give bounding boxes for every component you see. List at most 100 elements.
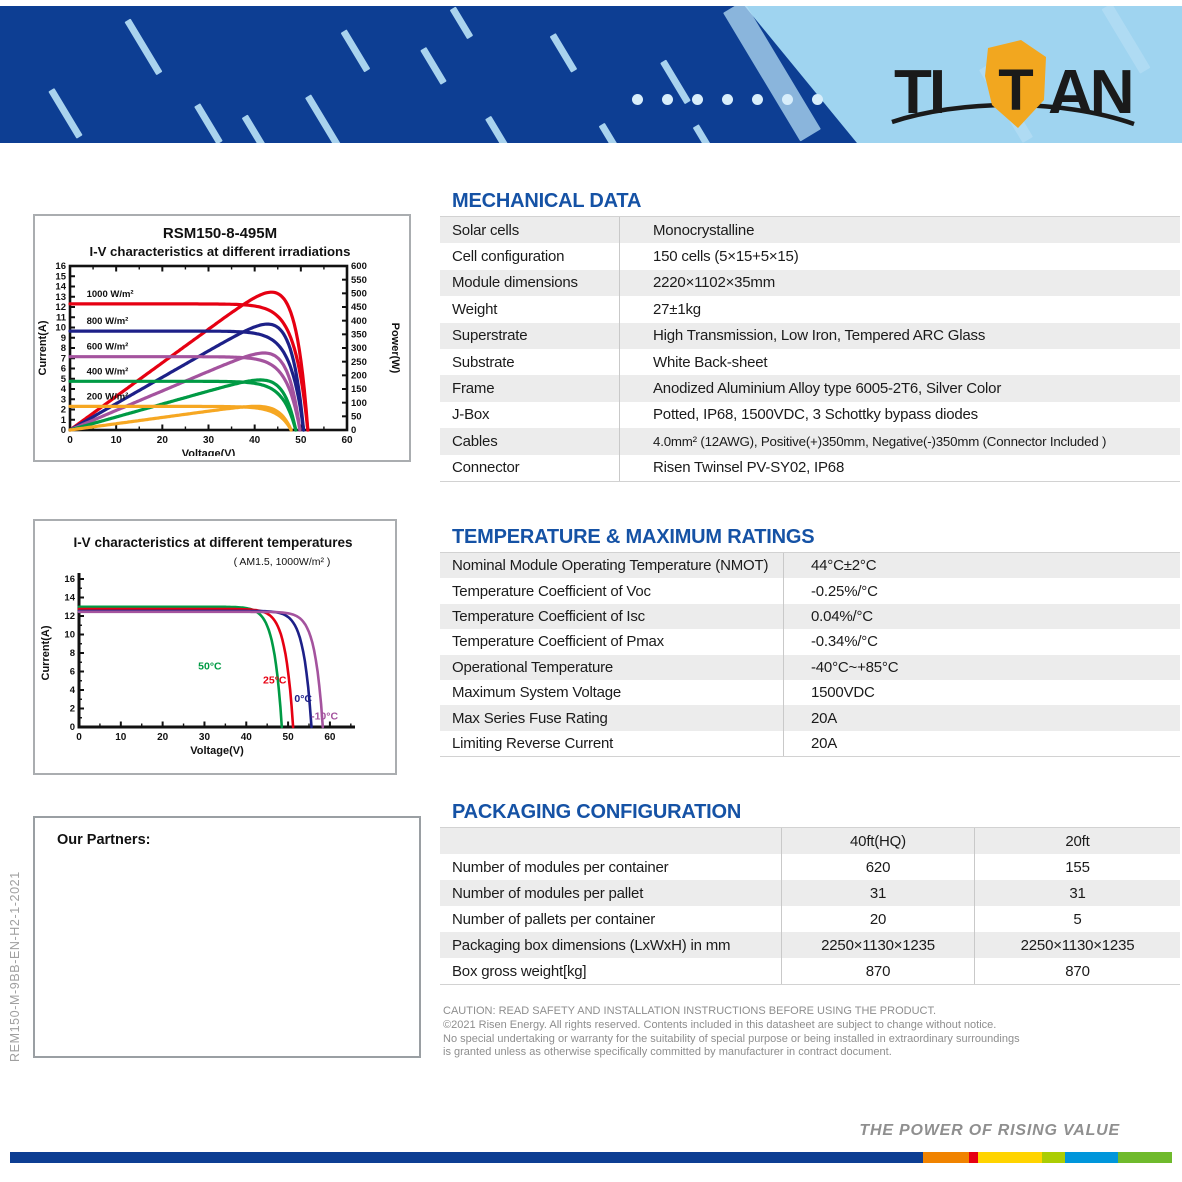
logo-text-an: AN (1048, 58, 1132, 127)
table-row: Number of modules per container 620 155 (440, 854, 1180, 880)
svg-text:8: 8 (70, 648, 75, 659)
row-value: 2220×1102×35mm (619, 269, 1180, 297)
row-value-20ft: 2250×1130×1235 (974, 932, 1180, 958)
row-value: -0.34%/°C (783, 629, 1180, 655)
footer-slogan: THE POWER OF RISING VALUE (859, 1122, 1120, 1139)
svg-text:600: 600 (351, 261, 367, 272)
row-label: Cables (452, 432, 498, 450)
row-value: 20A (783, 705, 1180, 731)
caution-line: ©2021 Risen Energy. All rights reserved.… (443, 1018, 997, 1031)
svg-text:20: 20 (157, 732, 169, 743)
header-stripe (549, 33, 577, 73)
svg-text:12: 12 (64, 611, 75, 622)
svg-text:800 W/m²: 800 W/m² (87, 316, 129, 327)
table-row: Nominal Module Operating Temperature (NM… (440, 553, 1180, 579)
svg-text:1000 W/m²: 1000 W/m² (87, 289, 134, 300)
header-stripe (598, 123, 624, 143)
row-label: Cell configuration (452, 248, 565, 266)
caution-text: CAUTION: READ SAFETY AND INSTALLATION IN… (443, 1005, 1163, 1060)
iv-temperature-chart: I-V characteristics at different tempera… (33, 519, 397, 775)
table-row: Operational Temperature -40°C~+85°C (440, 654, 1180, 680)
row-value-40ft: 620 (781, 854, 974, 880)
svg-text:10: 10 (111, 435, 123, 446)
svg-text:100: 100 (351, 398, 367, 409)
svg-text:40: 40 (241, 732, 253, 743)
svg-text:450: 450 (351, 302, 367, 313)
row-value: 1500VDC (783, 679, 1180, 706)
packaging-title: PACKAGING CONFIGURATION (452, 801, 742, 823)
document-number: REM150-M-9BB-EN-H2-1-2021 (8, 871, 22, 1062)
svg-text:11: 11 (56, 312, 67, 323)
footer-bar-segment (969, 1152, 978, 1163)
mechanical-data-table: Solar cells Monocrystalline Cell configura… (440, 216, 1180, 482)
svg-text:Voltage(V): Voltage(V) (190, 745, 244, 757)
row-label: Temperature Coefficient of Isc (452, 607, 645, 625)
row-label: Weight (452, 300, 498, 318)
row-value: 27±1kg (619, 296, 1180, 323)
row-value: Risen Twinsel PV-SY02, IP68 (619, 454, 1180, 481)
row-value-20ft: 5 (974, 906, 1180, 932)
row-label: Max Series Fuse Rating (452, 709, 608, 727)
svg-text:8: 8 (61, 343, 66, 354)
header-stripe (48, 88, 83, 139)
mechanical-data-title: MECHANICAL DATA (452, 190, 642, 212)
footer-bar-segment (1042, 1152, 1065, 1163)
svg-text:0°C: 0°C (294, 693, 312, 705)
row-label: Temperature Coefficient of Pmax (452, 633, 664, 651)
row-value-20ft: 31 (974, 880, 1180, 906)
svg-text:400 W/m²: 400 W/m² (87, 366, 129, 377)
row-value: 150 cells (5×15+5×15) (619, 243, 1180, 270)
row-value: Potted, IP68, 1500VDC, 3 Schottky bypass… (619, 401, 1180, 429)
svg-text:50: 50 (351, 412, 362, 423)
header-banner: TI T AN (0, 6, 1182, 143)
svg-text:0: 0 (67, 435, 73, 446)
logo-helmet-letter: T (998, 58, 1033, 123)
svg-text:( AM1.5, 1000W/m² ): ( AM1.5, 1000W/m² ) (234, 556, 331, 568)
partners-box: Our Partners: (33, 816, 421, 1058)
table-row: Frame Anodized Aluminium Alloy type 6005-… (440, 375, 1180, 402)
row-value-40ft: 870 (781, 958, 974, 984)
svg-text:7: 7 (61, 353, 66, 364)
header-stripe (194, 103, 223, 143)
row-value-20ft: 155 (974, 854, 1180, 880)
row-value: White Back-sheet (619, 348, 1180, 376)
table-row: Substrate White Back-sheet (440, 348, 1180, 376)
svg-text:0: 0 (76, 732, 82, 743)
svg-text:Power(W): Power(W) (389, 323, 401, 374)
ratings-table: Nominal Module Operating Temperature (NM… (440, 552, 1180, 758)
table-row: 40ft(HQ) 20ft (440, 828, 1180, 854)
row-value-20ft: 870 (974, 958, 1180, 984)
table-row: Temperature Coefficient of Isc 0.04%/°C (440, 603, 1180, 630)
row-label: Superstrate (452, 327, 528, 345)
table-row: Maximum System Voltage 1500VDC (440, 679, 1180, 706)
header-dot (662, 94, 673, 105)
svg-text:Voltage(V): Voltage(V) (182, 448, 236, 456)
table-row: Connector Risen Twinsel PV-SY02, IP68 (440, 454, 1180, 481)
header-dot (722, 94, 733, 105)
row-label: Operational Temperature (452, 658, 614, 676)
row-label: Frame (452, 380, 495, 398)
svg-text:20: 20 (157, 435, 169, 446)
partners-title: Our Partners: (57, 832, 151, 848)
row-label: Number of modules per container (452, 858, 669, 876)
svg-text:0: 0 (61, 425, 66, 436)
svg-text:16: 16 (55, 261, 66, 272)
header-dot (692, 94, 703, 105)
svg-text:550: 550 (351, 275, 367, 286)
caution-line: CAUTION: READ SAFETY AND INSTALLATION IN… (443, 1005, 937, 1017)
col-header-blank (440, 828, 781, 854)
header-dot (632, 94, 643, 105)
svg-text:16: 16 (64, 574, 75, 585)
row-label: Module dimensions (452, 274, 578, 292)
svg-text:30: 30 (203, 435, 215, 446)
svg-text:6: 6 (61, 364, 66, 375)
row-value-40ft: 31 (781, 880, 974, 906)
svg-text:30: 30 (199, 732, 211, 743)
svg-text:4: 4 (61, 384, 67, 395)
row-label: Maximum System Voltage (452, 684, 621, 702)
svg-text:10: 10 (55, 323, 66, 334)
row-label: Temperature Coefficient of Voc (452, 582, 651, 600)
row-value: Monocrystalline (619, 217, 1180, 244)
row-label: J-Box (452, 406, 490, 424)
row-label: Number of modules per pallet (452, 884, 644, 902)
